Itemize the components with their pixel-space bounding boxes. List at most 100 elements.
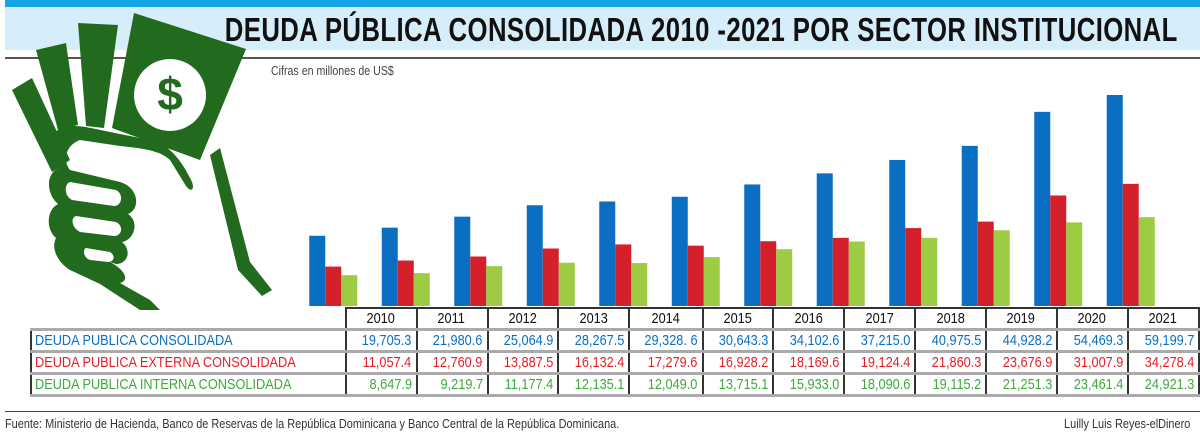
accent-bar	[5, 0, 1200, 7]
table-cell: 18,090.6	[843, 372, 917, 397]
table-cell: 24,921.3	[1126, 372, 1200, 397]
table-cell: 9,219.7	[415, 372, 489, 397]
bar-2018-s2	[921, 237, 938, 306]
data-table: 2010 2011 2012 2013 2014 2015 2016 2017 2018 2019…	[30, 307, 1200, 397]
cell-value: 30,643.3	[718, 332, 769, 349]
bar-2015-s2	[703, 257, 720, 306]
cell-value: 21,251.3	[1002, 376, 1053, 393]
cell-value: 21,980.6	[432, 332, 483, 349]
table-cell: 13,887.5	[486, 350, 560, 375]
table-row-total: DEUDA PUBLICA CONSOLIDADA 19,705.3 21,980…	[30, 328, 1200, 353]
table-cell: 15,933.0	[772, 372, 846, 397]
year-header: 2017	[843, 307, 917, 331]
svg-text:$: $	[157, 68, 183, 120]
table-cell: 19,124.4	[843, 350, 917, 375]
bar-2011-s0	[381, 227, 398, 306]
bar-2021-s1	[1122, 183, 1139, 306]
cell-value: 29,328. 6	[644, 332, 698, 349]
table-cell: 54,469.3	[1056, 328, 1129, 353]
table-cell: 34,102.6	[772, 328, 846, 353]
bar-2018-s0	[889, 159, 906, 306]
cell-value: 8,647.9	[369, 376, 412, 393]
bar-2011-s1	[397, 260, 414, 306]
bar-2014-s0	[599, 201, 616, 306]
cell-value: 19,124.4	[860, 354, 911, 371]
table-cell: 44,928.2	[985, 328, 1059, 353]
table-cell: 12,049.0	[628, 372, 704, 397]
bar-2015-s1	[687, 245, 704, 306]
cell-value: 34,278.4	[1144, 354, 1194, 371]
table-cell: 59,199.7	[1126, 328, 1200, 353]
bar-2013-s1	[542, 248, 559, 306]
bar-2020-s1	[1050, 195, 1067, 306]
year-header: 2015	[701, 307, 775, 331]
units-note: Cifras en millones de US$	[271, 64, 394, 78]
bar-2014-s1	[615, 244, 632, 306]
year-label: 2021	[1148, 310, 1178, 327]
table-cell: 21,860.3	[914, 350, 988, 375]
year-label: 2010	[366, 310, 395, 327]
page-title: DEUDA PÚBLICA CONSOLIDADA 2010 -2021 POR…	[225, 11, 1178, 48]
bar-2020-s2	[1066, 222, 1083, 306]
year-label: 2015	[723, 310, 752, 327]
table-header-row: 2010 2011 2012 2013 2014 2015 2016 2017 2018 2019…	[31, 307, 1200, 331]
bar-2021-s0	[1106, 95, 1123, 306]
year-label: 2016	[794, 310, 823, 327]
cell-value: 44,928.2	[1002, 332, 1053, 349]
row-label: DEUDA PUBLICA CONSOLIDADA	[30, 328, 347, 353]
table-cell: 30,643.3	[701, 328, 775, 353]
bar-2012-s0	[454, 216, 471, 306]
table-cell: 31,007.9	[1056, 350, 1129, 375]
bar-2011-s2	[413, 273, 430, 306]
cell-value: 34,102.6	[789, 332, 840, 349]
cell-value: 16,132.4	[574, 354, 625, 371]
year-header: 2020	[1056, 307, 1129, 331]
bar-2013-s0	[526, 205, 543, 306]
year-header: 2011	[415, 307, 489, 331]
year-header: 2016	[772, 307, 846, 331]
table-cell: 11,057.4	[344, 350, 418, 375]
cell-value: 31,007.9	[1073, 354, 1123, 371]
bar-2019-s2	[993, 230, 1010, 306]
bar-2019-s1	[977, 221, 994, 306]
cell-value: 11,177.4	[504, 376, 554, 393]
cell-value: 23,676.9	[1002, 354, 1053, 371]
cell-value: 24,921.3	[1144, 376, 1194, 393]
hand-holding-money-icon: $	[12, 13, 272, 310]
table-cell: 16,132.4	[557, 350, 631, 375]
table-cell: 11,177.4	[486, 372, 560, 397]
year-label: 2019	[1006, 310, 1036, 327]
bar-2016-s1	[760, 241, 777, 306]
cell-value: 59,199.7	[1144, 332, 1194, 349]
cell-value: 54,469.3	[1073, 332, 1123, 349]
cell-value: 25,064.9	[503, 332, 554, 349]
table-cell: 21,251.3	[985, 372, 1059, 397]
year-header: 2014	[628, 307, 704, 331]
cell-value: 21,860.3	[931, 354, 982, 371]
table-cell: 12,135.1	[557, 372, 631, 397]
source-note: Fuente: Ministerio de Hacienda, Banco de…	[5, 416, 620, 431]
bar-chart	[309, 95, 1155, 306]
table-cell: 34,278.4	[1126, 350, 1200, 375]
cell-value: 11,057.4	[362, 354, 412, 371]
table-cell: 37,215.0	[843, 328, 917, 353]
cell-value: 40,975.5	[931, 332, 982, 349]
bar-2017-s2	[848, 241, 865, 306]
cell-value: 18,090.6	[860, 376, 911, 393]
bar-2021-s2	[1138, 217, 1155, 306]
bar-2019-s0	[961, 145, 978, 306]
year-label: 2020	[1077, 310, 1107, 327]
table-cell: 28,267.5	[557, 328, 631, 353]
table-cell: 19,705.3	[344, 328, 418, 353]
year-label: 2017	[865, 310, 894, 327]
table-cell: 29,328. 6	[628, 328, 704, 353]
year-label: 2014	[651, 310, 680, 327]
year-label: 2011	[437, 310, 466, 327]
cell-value: 23,461.4	[1073, 376, 1123, 393]
bar-2010-s2	[341, 275, 358, 306]
row-label: DEUDA PUBLICA EXTERNA CONSOLIDADA	[30, 350, 347, 375]
table-cell: 12,760.9	[415, 350, 489, 375]
cell-value: 19,705.3	[362, 332, 412, 349]
bar-2010-s0	[309, 235, 326, 306]
table-row-externa: DEUDA PUBLICA EXTERNA CONSOLIDADA 11,057…	[30, 350, 1200, 375]
